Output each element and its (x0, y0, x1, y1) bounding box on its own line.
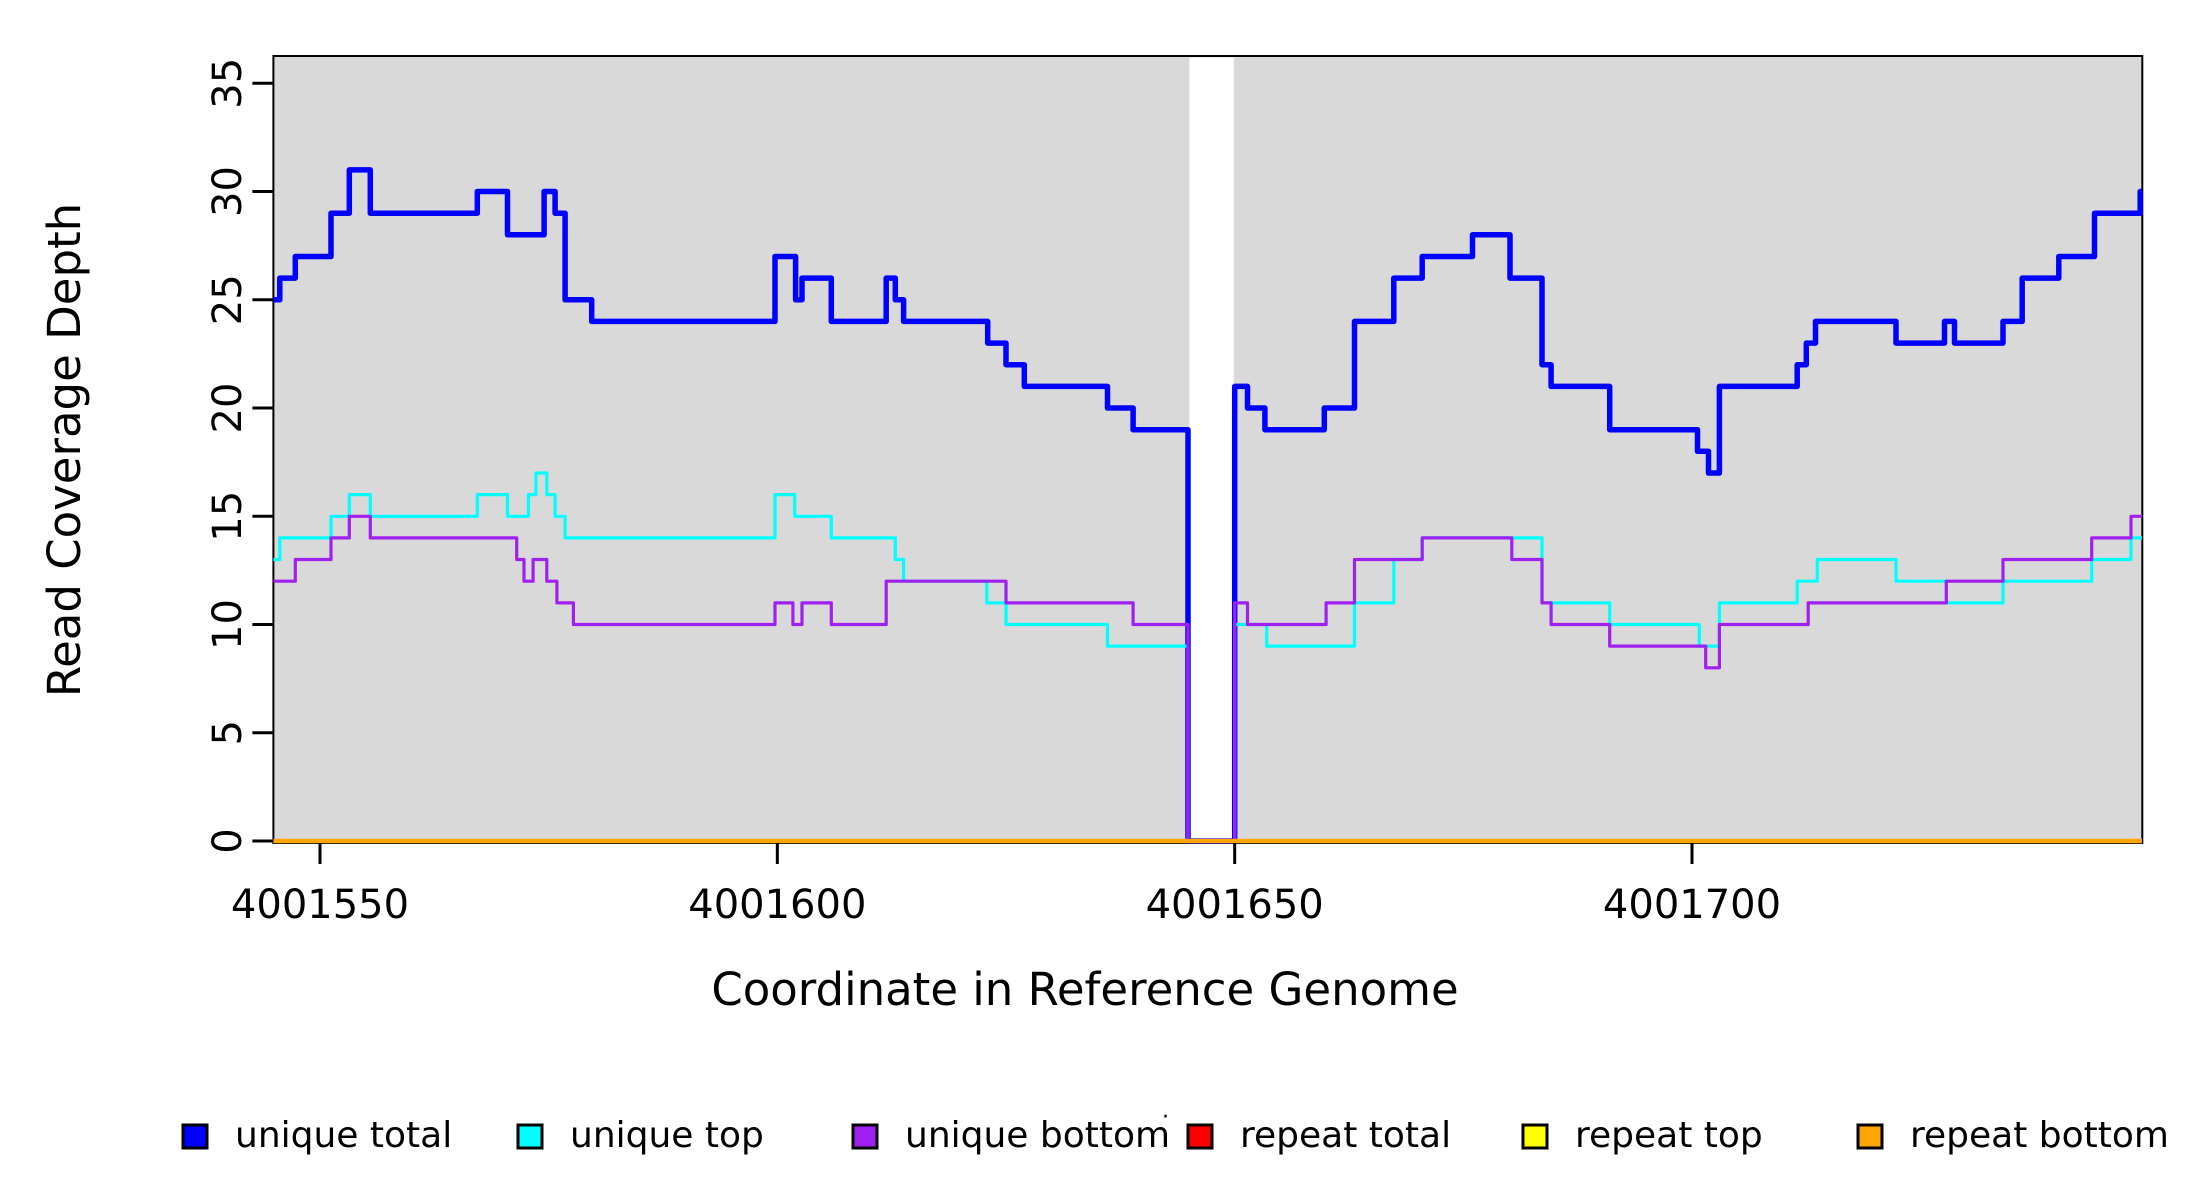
legend-stray-mark: · (1162, 1105, 1169, 1130)
legend-swatch-unique-top (516, 1123, 544, 1150)
legend-label-unique-bottom: unique bottom (905, 1115, 1170, 1156)
series-line-unique-bottom (273, 514, 2142, 843)
y-tick-label: 20 (205, 383, 251, 434)
y-axis-title: Read Coverage Depth (38, 203, 91, 697)
legend-swatch-repeat-bottom (1856, 1123, 1884, 1150)
y-tick-label: 0 (205, 828, 251, 853)
series-line-unique-top (273, 471, 2142, 843)
axes-layer: 0 5 10 15 20 25 30 35 4001550 4001600 4001650 40017… (205, 58, 1781, 928)
y-tick-label: 10 (205, 599, 251, 650)
y-tick-label: 30 (205, 166, 251, 217)
legend-swatch-repeat-total (1186, 1123, 1214, 1150)
x-axis-title: Coordinate in Reference Genome (711, 963, 1458, 1016)
y-tick-label: 5 (205, 720, 251, 745)
x-tick-label: 4001550 (231, 882, 409, 928)
legend-label-unique-total: unique total (235, 1115, 452, 1156)
series-layer (273, 167, 2143, 844)
legend: unique total unique top unique bottom repea… (181, 1105, 2169, 1156)
legend-label-repeat-top: repeat top (1575, 1115, 1763, 1156)
plot-panel-layer (272, 55, 2144, 844)
legend-swatch-unique-bottom (851, 1123, 879, 1150)
legend-label-unique-top: unique top (570, 1115, 764, 1156)
series-line-unique-total (273, 167, 2143, 844)
y-tick-label: 35 (205, 58, 251, 109)
y-tick-label: 15 (205, 491, 251, 542)
legend-swatch-repeat-top (1521, 1123, 1549, 1150)
coverage-gap-region (1189, 57, 1234, 843)
legend-label-repeat-total: repeat total (1240, 1115, 1451, 1156)
y-tick-label: 25 (205, 274, 251, 325)
x-tick-label: 4001650 (1146, 882, 1324, 928)
legend-label-repeat-bottom: repeat bottom (1910, 1115, 2169, 1156)
legend-swatch-unique-total (181, 1123, 209, 1150)
x-tick-label: 4001600 (688, 882, 866, 928)
x-tick-label: 4001700 (1603, 882, 1781, 928)
